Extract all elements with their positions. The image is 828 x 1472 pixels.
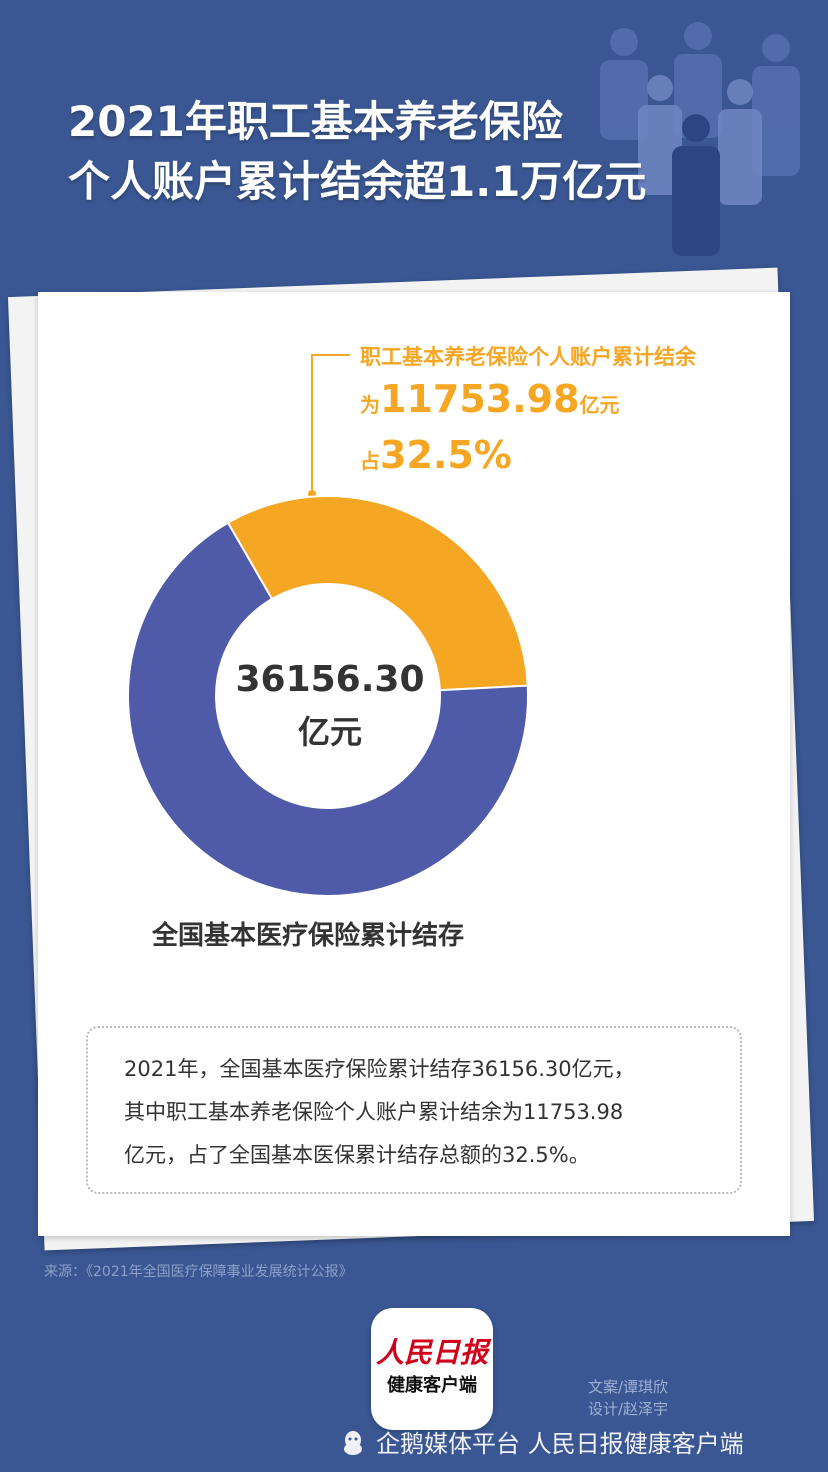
people-daily-health-logo: 人民日报 健康客户端 (371, 1308, 493, 1430)
annotation-percent: 32.5% (380, 433, 512, 477)
chart-annotation: 职工基本养老保险个人账户累计结余 为11753.98亿元 占32.5% (360, 340, 696, 486)
summary-line-1: 2021年，全国基本医疗保险累计结存36156.30亿元， (124, 1057, 635, 1081)
annotation-leader-line (311, 354, 350, 494)
logo-main-text: 人民日报 (375, 1336, 488, 1369)
annotation-percent-prefix: 占 (360, 449, 380, 473)
penguin-icon (344, 1431, 362, 1455)
donut-center-unit: 亿元 (297, 713, 362, 751)
summary-box: 2021年，全国基本医疗保险累计结存36156.30亿元， 其中职工基本养老保险… (86, 1026, 742, 1194)
annotation-value: 11753.98 (380, 377, 580, 421)
platform-text: 企鹅媒体平台 人民日报健康客户端 (376, 1430, 744, 1458)
logo-sub-text: 健康客户端 (387, 1375, 477, 1396)
title-line-1: 2021年职工基本养老保险 (68, 97, 563, 146)
people-silhouette-illustration (600, 22, 800, 256)
page-title: 2021年职工基本养老保险 个人账户累计结余超1.1万亿元 (68, 92, 646, 212)
annotation-label: 职工基本养老保险个人账户累计结余 (360, 345, 696, 369)
annotation-value-prefix: 为 (360, 393, 380, 417)
summary-line-2: 其中职工基本养老保险个人账户累计结余为11753.98 (124, 1100, 624, 1124)
slice-pension-account-balance (226, 495, 529, 692)
source-note: 来源：《2021年全国医疗保障事业发展统计公报》 (44, 1264, 353, 1280)
summary-line-3: 亿元，占了全国基本医保累计结存总额的32.5%。 (124, 1143, 590, 1167)
credit-writer: 文案/谭琪欣 (588, 1378, 669, 1396)
platform-watermark: 企鹅媒体平台 人民日报健康客户端 (342, 1428, 744, 1460)
slice-remaining-balance (127, 521, 529, 897)
donut-center-value: 36156.30 (235, 659, 425, 700)
annotation-value-unit: 亿元 (579, 393, 620, 417)
credit-designer: 设计/赵泽宇 (588, 1400, 669, 1418)
chart-label: 全国基本医疗保险累计结存 (152, 921, 465, 951)
annotation-percent-line: 占32.5% (360, 430, 696, 486)
title-line-2: 个人账户累计结余超1.1万亿元 (68, 157, 647, 206)
annotation-value-line: 为11753.98亿元 (360, 374, 696, 430)
donut-slices (127, 495, 529, 897)
credits: 文案/谭琪欣 设计/赵泽宇 (588, 1376, 668, 1420)
